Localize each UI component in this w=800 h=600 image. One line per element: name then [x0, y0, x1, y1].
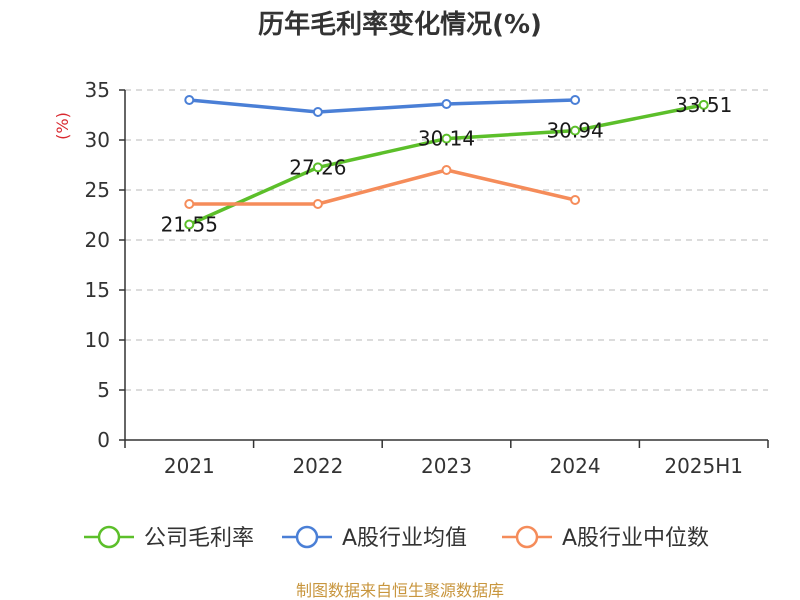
data-point-0-3 — [570, 125, 581, 136]
data-point-0-1 — [312, 162, 323, 173]
data-point-0-2 — [441, 133, 452, 144]
data-point-1-1 — [312, 107, 323, 117]
legend: 公司毛利率 A股行业均值 A股行业中位数 — [84, 525, 709, 551]
data-point-1-2 — [441, 99, 452, 109]
y-tick-label-5: 5 — [97, 378, 110, 402]
legend-label-0: 公司毛利率 — [144, 526, 254, 551]
series-line-1 — [187, 98, 577, 114]
data-point-0-0 — [184, 219, 195, 230]
y-tick-label-0: 0 — [97, 428, 110, 452]
y-tick-label-10: 10 — [85, 328, 110, 352]
data-point-2-2 — [441, 165, 452, 175]
data-label-0-4: 33.51 — [675, 93, 732, 117]
y-tick-label-25: 25 — [85, 178, 110, 202]
x-tick-label-2021: 2021 — [164, 454, 215, 478]
legend-label-1: A股行业均值 — [342, 526, 467, 551]
x-tick-label-2022: 2022 — [292, 454, 343, 478]
data-label-0-3: 30.94 — [546, 119, 603, 143]
x-tick-labels: 2021 2022 2023 2024 2025H1 — [164, 454, 743, 478]
y-tick-label-35: 35 — [85, 78, 110, 102]
legend-marker-0 — [97, 525, 121, 549]
legend-marker-1 — [295, 525, 319, 549]
y-tick-label-30: 30 — [85, 128, 110, 152]
data-point-1-3 — [570, 95, 581, 105]
data-point-2-1 — [312, 199, 323, 209]
y-tick-label-20: 20 — [85, 228, 110, 252]
data-label-0-1: 27.26 — [289, 155, 346, 179]
chart-title: 历年毛利率变化情况(%) — [258, 9, 542, 40]
data-point-1-0 — [184, 95, 195, 105]
y-axis-label: (%) — [53, 112, 72, 140]
legend-label-2: A股行业中位数 — [562, 526, 709, 551]
data-label-0-2: 30.14 — [418, 127, 475, 151]
series-lines — [184, 95, 709, 230]
data-point-0-4 — [698, 99, 709, 110]
y-tick-label-15: 15 — [85, 278, 110, 302]
y-tick-labels: 0 5 10 15 20 25 30 35 — [85, 78, 110, 452]
legend-marker-2 — [515, 525, 539, 549]
x-tick-label-2025H1: 2025H1 — [664, 454, 743, 478]
data-point-2-0 — [184, 199, 195, 209]
data-label-0-0: 21.55 — [161, 213, 218, 237]
legend-item-0: 公司毛利率 — [84, 525, 254, 551]
data-labels: 21.55 27.26 30.14 30.94 33.51 — [161, 93, 733, 237]
legend-item-2: A股行业中位数 — [502, 525, 709, 551]
x-tick-label-2023: 2023 — [421, 454, 472, 478]
legend-item-1: A股行业均值 — [282, 525, 467, 551]
series-line-0 — [187, 103, 706, 227]
data-point-2-3 — [570, 195, 581, 205]
series-line-2 — [187, 168, 577, 206]
axes — [119, 89, 769, 448]
x-tick-label-2024: 2024 — [550, 454, 601, 478]
source-note: 制图数据来自恒生聚源数据库 — [296, 581, 504, 600]
